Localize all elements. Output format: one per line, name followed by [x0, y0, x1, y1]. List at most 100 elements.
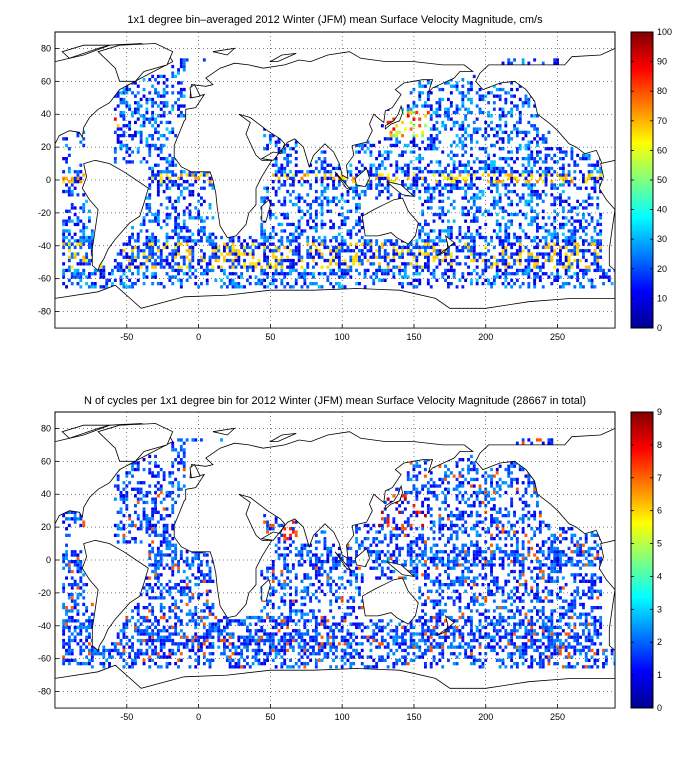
y-tick-label: -20: [38, 588, 51, 598]
y-tick-label: 80: [41, 423, 51, 433]
y-tick-label: -40: [38, 621, 51, 631]
colorbar-tick-label: 10: [657, 293, 667, 303]
x-tick-label: 0: [196, 712, 201, 722]
colorbar-tick-label: 5: [657, 539, 662, 549]
panel-2-title: N of cycles per 1x1 degree bin for 2012 …: [84, 395, 586, 407]
land-polygon: [261, 578, 271, 602]
x-tick-label: 200: [478, 712, 493, 722]
y-tick-label: -80: [38, 687, 51, 697]
y-tick-label: -20: [38, 208, 51, 218]
y-tick-label: 0: [46, 175, 51, 185]
x-tick-label: 100: [335, 332, 350, 342]
x-tick-label: -50: [120, 332, 133, 342]
colorbar-tick-label: 9: [657, 407, 662, 417]
map-2-data-layer: [62, 438, 615, 669]
map-1-data-layer: [62, 58, 615, 289]
land-polygon: [81, 539, 149, 652]
x-tick-label: 200: [478, 332, 493, 342]
land-polygon: [386, 561, 416, 577]
land-polygon: [436, 247, 449, 256]
colorbar-tick-label: 2: [657, 637, 662, 647]
colorbar-tick-label: 30: [657, 234, 667, 244]
colorbar-tick-label: 50: [657, 175, 667, 185]
map-1-coastlines: [55, 43, 615, 328]
map-1-y-ticks: 80 60 40 20 0 -20 -40 -60 -80: [38, 43, 59, 317]
land-polygon: [97, 43, 174, 82]
colorbar-tick-label: 0: [657, 703, 662, 713]
map-1-gridlines: [55, 32, 615, 328]
land-polygon: [173, 51, 474, 239]
y-tick-label: 0: [46, 555, 51, 565]
colorbar-2: 9 8 7 6 5 4 3 2 1 0: [630, 407, 662, 713]
x-tick-label: 100: [335, 712, 350, 722]
land-polygon: [384, 484, 403, 510]
y-tick-label: 20: [41, 142, 51, 152]
x-tick-label: 50: [265, 332, 275, 342]
y-tick-label: 60: [41, 456, 51, 466]
land-polygon: [444, 614, 455, 629]
land-polygon: [261, 198, 271, 222]
x-tick-label: 150: [406, 712, 421, 722]
land-polygon: [361, 197, 419, 245]
land-polygon: [334, 551, 352, 571]
x-tick-label: -50: [120, 712, 133, 722]
land-polygon: [173, 431, 474, 619]
land-polygon: [268, 53, 297, 62]
land-polygon: [81, 159, 149, 272]
colorbar-tick-label: 6: [657, 506, 662, 516]
colorbar-tick-label: 80: [657, 86, 667, 96]
land-polygon: [55, 664, 615, 708]
map-2-gridlines: [55, 412, 615, 708]
y-tick-label: 60: [41, 76, 51, 86]
colorbar-tick-label: 0: [657, 323, 662, 333]
land-polygon: [334, 171, 352, 191]
x-tick-label: 0: [196, 332, 201, 342]
land-polygon: [97, 423, 174, 462]
y-tick-label: -80: [38, 307, 51, 317]
land-polygon: [361, 577, 419, 625]
land-polygon: [55, 284, 615, 328]
x-tick-label: 150: [406, 332, 421, 342]
map-2-coastlines: [55, 423, 615, 708]
y-tick-label: -60: [38, 274, 51, 284]
land-polygon: [212, 47, 236, 56]
x-tick-label: 50: [265, 712, 275, 722]
land-polygon: [384, 104, 403, 130]
land-polygon: [598, 159, 615, 271]
y-tick-label: -40: [38, 241, 51, 251]
colorbar-tick-label: 40: [657, 205, 667, 215]
y-tick-label: -60: [38, 654, 51, 664]
land-polygon: [436, 627, 449, 636]
colorbar-tick-label: 1: [657, 670, 662, 680]
y-tick-label: 40: [41, 109, 51, 119]
colorbar-2-gradient: [630, 411, 654, 709]
colorbar-tick-label: 8: [657, 440, 662, 450]
colorbar-tick-label: 60: [657, 145, 667, 155]
colorbar-tick-label: 3: [657, 604, 662, 614]
land-polygon: [598, 539, 615, 651]
x-tick-label: 250: [550, 332, 565, 342]
y-tick-label: 80: [41, 43, 51, 53]
colorbar-1-gradient: [630, 31, 654, 329]
land-polygon: [354, 167, 370, 188]
land-polygon: [268, 433, 297, 442]
panel-1-title: 1x1 degree bin–averaged 2012 Winter (JFM…: [127, 14, 543, 26]
y-tick-label: 20: [41, 522, 51, 532]
land-polygon: [444, 234, 455, 249]
map-2-x-ticks: -50 0 50 100 150 200 250: [120, 704, 565, 722]
colorbar-tick-label: 7: [657, 473, 662, 483]
land-polygon: [212, 427, 236, 436]
y-tick-label: 40: [41, 489, 51, 499]
land-polygon: [61, 44, 110, 59]
land-polygon: [61, 424, 110, 439]
colorbar-2-ticks: 9 8 7 6 5 4 3 2 1 0: [631, 407, 662, 713]
map-2-y-ticks: 80 60 40 20 0 -20 -40 -60 -80: [38, 423, 59, 697]
colorbar-tick-label: 90: [657, 57, 667, 67]
map-1-x-ticks: -50 0 50 100 150 200 250: [120, 324, 565, 342]
land-polygon: [354, 547, 370, 568]
x-tick-label: 250: [550, 712, 565, 722]
